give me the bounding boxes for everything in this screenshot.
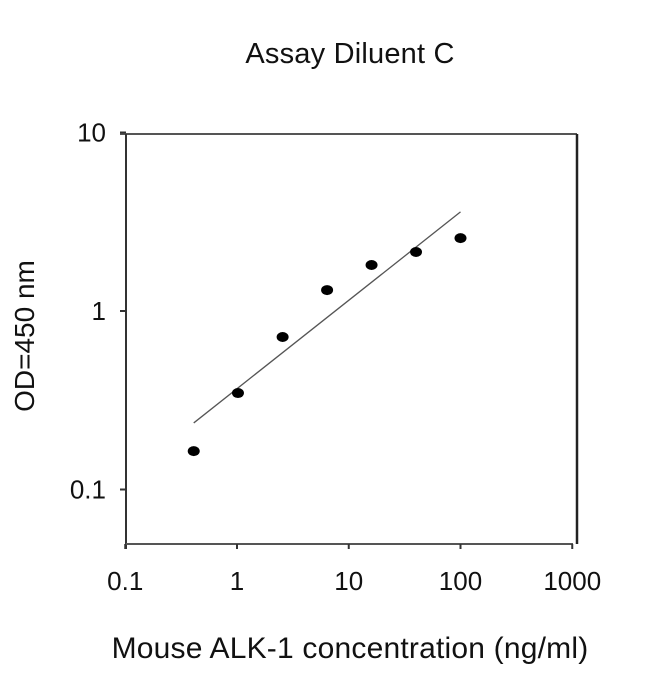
data-point [365, 260, 378, 271]
data-point [454, 233, 467, 244]
data-point [276, 332, 289, 343]
y-axis-ticks: 0.1 1 10 [70, 118, 126, 505]
x-tick-label: 10 [334, 566, 363, 596]
data-point [410, 247, 423, 258]
data-point [187, 446, 200, 457]
x-tick-label: 100 [439, 566, 482, 596]
y-tick-label: 0.1 [70, 475, 106, 505]
x-tick-label: 1 [230, 566, 244, 596]
data-point [231, 388, 244, 399]
plot-frame [120, 133, 579, 549]
x-axis-label: Mouse ALK-1 concentration (ng/ml) [111, 632, 589, 665]
data-point [321, 285, 334, 296]
x-tick-label: 0.1 [107, 566, 143, 596]
x-axis-ticks: 0.1 1 10 100 1000 [107, 544, 601, 596]
data-points [187, 233, 467, 457]
x-tick-label: 1000 [543, 566, 601, 596]
chart-title: Assay Diluent C [245, 38, 455, 70]
y-tick-label: 1 [92, 296, 106, 326]
y-tick-label: 10 [77, 118, 106, 148]
